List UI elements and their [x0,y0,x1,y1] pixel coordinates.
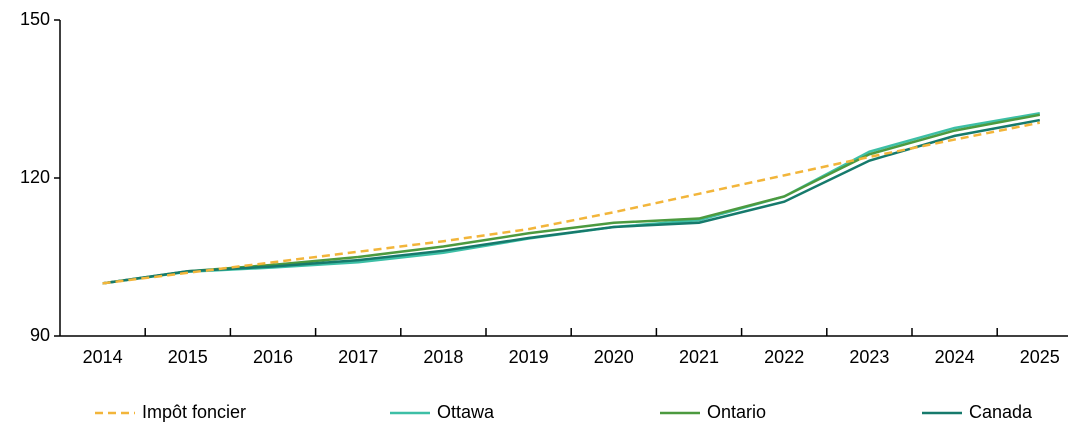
line [102,111,1041,285]
legend-label: Ontario [707,402,766,422]
line [102,118,1041,285]
x-tick-label: 2014 [83,347,123,367]
legend-label: Impôt foncier [142,402,246,422]
x-tick-label: 2022 [764,347,804,367]
x-tick-label: 2025 [1020,347,1060,367]
x-tick-label: 2019 [509,347,549,367]
x-tick-label: 2018 [423,347,463,367]
line [102,121,1041,285]
line [102,113,1041,285]
x-tick-label: 2016 [253,347,293,367]
legend-label: Canada [969,402,1033,422]
x-tick-label: 2015 [168,347,208,367]
legend-label: Ottawa [437,402,495,422]
x-tick-label: 2017 [338,347,378,367]
y-tick-label: 150 [20,9,50,29]
x-tick-label: 2020 [594,347,634,367]
x-tick-label: 2024 [935,347,975,367]
x-tick-label: 2021 [679,347,719,367]
y-tick-label: 120 [20,167,50,187]
x-tick-label: 2023 [849,347,889,367]
y-tick-label: 90 [30,325,50,345]
